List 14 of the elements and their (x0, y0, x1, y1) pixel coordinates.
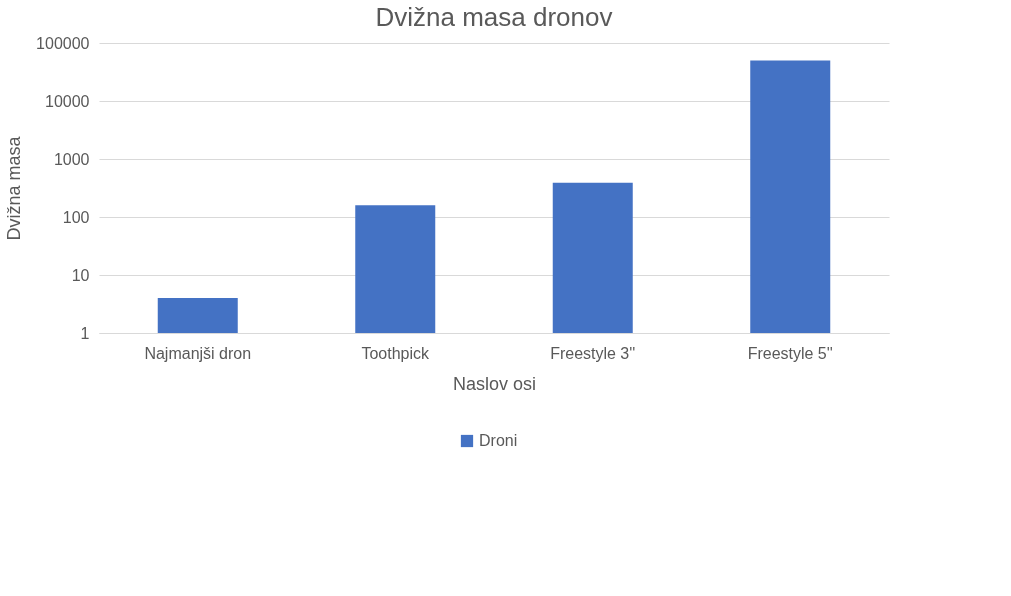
y-tick-label: 100 (62, 208, 90, 226)
y-axis-title: Dvižna masa (4, 135, 25, 241)
y-tick-label: 1000 (53, 150, 90, 168)
x-tick-label: Freestyle 3'' (550, 344, 636, 362)
y-tick-label: 1 (80, 324, 90, 342)
chart-title: Dvižna masa dronov (375, 2, 613, 32)
y-tick-label: 100000 (36, 34, 90, 52)
y-tick-label: 10 (71, 266, 90, 284)
x-tick-label: Freestyle 5'' (747, 344, 833, 362)
x-tick-label: Najmanjši dron (144, 344, 252, 362)
x-tick-label: Toothpick (361, 344, 431, 362)
x-axis-title: Naslov osi (452, 373, 537, 394)
y-tick-label: 10000 (45, 92, 90, 110)
legend-label: Droni (479, 432, 518, 449)
